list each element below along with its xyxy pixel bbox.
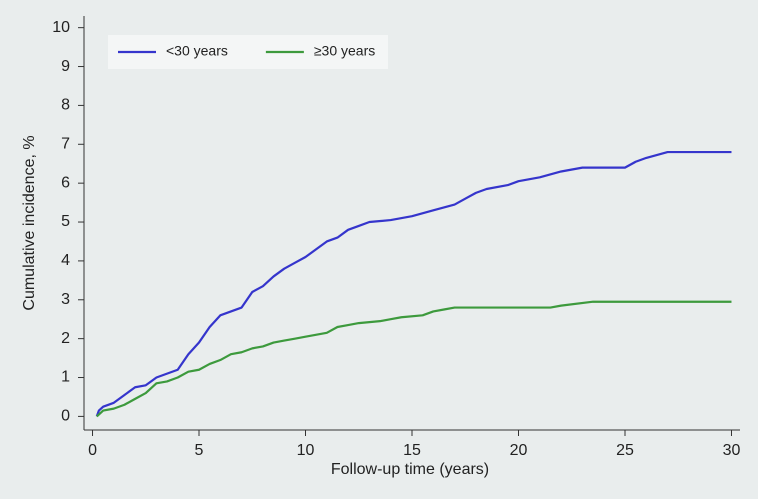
y-tick-label: 4 — [61, 252, 70, 269]
y-tick-label: 6 — [61, 174, 70, 191]
x-tick-label: 25 — [616, 442, 634, 459]
legend-label: <30 years — [166, 43, 228, 59]
x-tick-label: 5 — [195, 442, 204, 459]
y-tick-label: 0 — [61, 408, 70, 425]
y-tick-label: 1 — [61, 369, 70, 386]
series-line — [95, 150, 732, 417]
y-tick-label: 2 — [61, 330, 70, 347]
x-tick-label: 15 — [403, 442, 421, 459]
series-line — [96, 300, 732, 418]
y-tick-label: 7 — [61, 136, 70, 153]
legend-label: ≥30 years — [314, 43, 375, 59]
y-tick-label: 5 — [61, 213, 70, 230]
x-tick-label: 10 — [297, 442, 315, 459]
y-tick-label: 3 — [61, 291, 70, 308]
y-axis-title: Cumulative incidence, % — [21, 135, 38, 310]
y-tick-label: 9 — [61, 58, 70, 75]
x-tick-label: 30 — [723, 442, 741, 459]
y-tick-label: 8 — [61, 97, 70, 114]
x-tick-label: 0 — [88, 442, 97, 459]
x-tick-label: 20 — [510, 442, 528, 459]
y-tick-label: 10 — [52, 19, 70, 36]
x-axis-title: Follow-up time (years) — [331, 461, 489, 478]
